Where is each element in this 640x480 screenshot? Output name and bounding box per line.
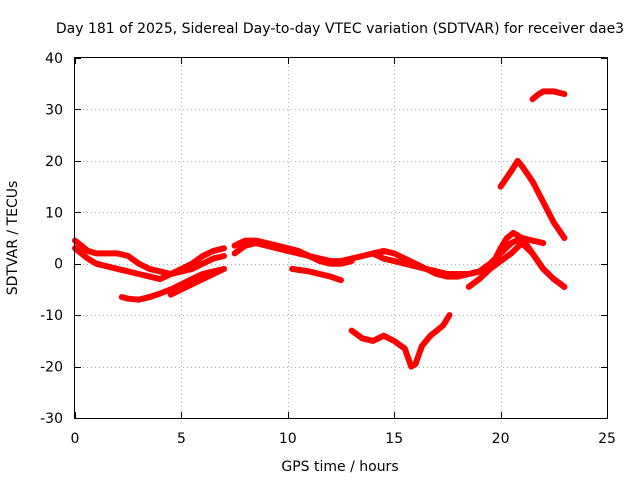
tick-layer: 0 5 10 15 20 25 -30 -20 -10 0 10 20 30 40 [40, 51, 616, 447]
series-line-arc-13 [529, 88, 568, 103]
y-tick-label: 10 [45, 205, 63, 221]
x-axis-label: GPS time / hours [281, 459, 398, 475]
series-line-arc-11 [465, 229, 568, 290]
series-layer [72, 88, 568, 370]
y-tick-label: -30 [40, 411, 63, 427]
plot-frame [74, 57, 608, 419]
chart-title: Day 181 of 2025, Sidereal Day-to-day VTE… [56, 21, 624, 37]
x-tick-label: 20 [492, 431, 510, 447]
y-tick-label: 40 [45, 51, 63, 67]
x-tick-label: 10 [279, 431, 297, 447]
y-tick-label: -20 [40, 360, 63, 376]
grid-layer [75, 58, 607, 418]
y-tick-label: 0 [54, 257, 63, 273]
x-tick-label: 25 [598, 431, 616, 447]
y-tick-label: 30 [45, 102, 63, 118]
series-line-arc-12 [497, 157, 568, 241]
x-tick-label: 0 [71, 431, 80, 447]
series-line-arc-7 [289, 265, 344, 284]
x-tick-label: 5 [177, 431, 186, 447]
series-line-arc-4 [167, 265, 227, 298]
y-tick-label: -10 [40, 308, 63, 324]
series-line-arc-3 [118, 265, 227, 303]
series-line-arc-2 [72, 245, 227, 283]
series-line-arc-8 [348, 312, 453, 370]
y-axis-label: SDTVAR / TECUs [5, 181, 21, 296]
series-line-arc-6 [231, 237, 355, 267]
y-tick-label: 20 [45, 154, 63, 170]
x-tick-label: 15 [385, 431, 403, 447]
series-line-arc-1 [72, 237, 227, 277]
